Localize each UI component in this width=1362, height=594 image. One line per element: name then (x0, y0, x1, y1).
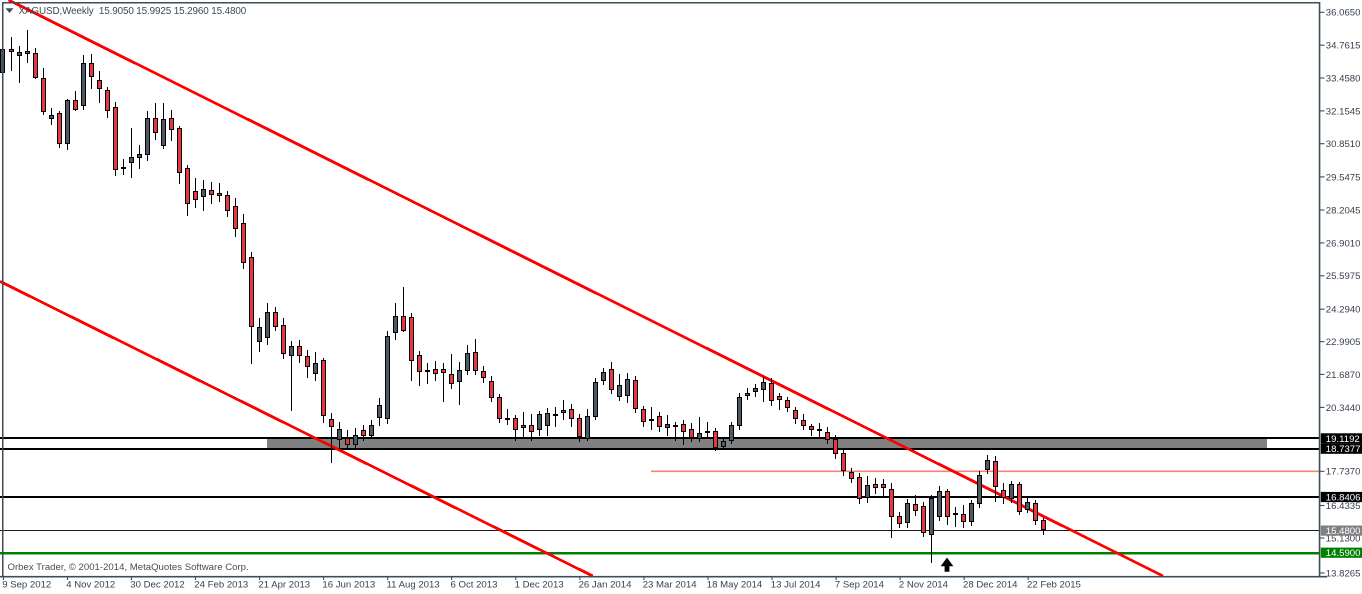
svg-text:36.0650: 36.0650 (1326, 8, 1361, 19)
svg-text:XAGUSD,Weekly 15.9050 15.9925: XAGUSD,Weekly 15.9050 15.9925 15.2960 15… (19, 6, 247, 17)
svg-text:6 Oct 2013: 6 Oct 2013 (451, 580, 498, 591)
svg-text:19.1192: 19.1192 (1326, 434, 1360, 445)
svg-text:22 Feb 2015: 22 Feb 2015 (1027, 580, 1081, 591)
svg-text:4 Nov 2012: 4 Nov 2012 (66, 580, 115, 591)
svg-text:15.4800: 15.4800 (1326, 526, 1361, 537)
svg-text:30.8510: 30.8510 (1326, 139, 1361, 150)
svg-text:26.9010: 26.9010 (1326, 238, 1361, 249)
svg-text:18.7377: 18.7377 (1326, 444, 1361, 455)
svg-text:24 Feb 2013: 24 Feb 2013 (194, 580, 248, 591)
svg-text:21.6870: 21.6870 (1326, 370, 1361, 381)
svg-text:23 Mar 2014: 23 Mar 2014 (643, 580, 698, 591)
svg-text:28 Dec 2014: 28 Dec 2014 (963, 580, 1018, 591)
svg-text:17.7370: 17.7370 (1326, 467, 1361, 478)
svg-text:34.7615: 34.7615 (1326, 41, 1361, 52)
svg-text:16 Jun 2013: 16 Jun 2013 (322, 580, 375, 591)
svg-text:1 Dec 2013: 1 Dec 2013 (515, 580, 564, 591)
svg-text:25.5975: 25.5975 (1326, 271, 1361, 282)
svg-text:24.2940: 24.2940 (1326, 305, 1361, 316)
svg-text:Orbex Trader, © 2001-2014, Met: Orbex Trader, © 2001-2014, MetaQuotes So… (8, 562, 249, 573)
svg-text:14.5900: 14.5900 (1326, 548, 1361, 559)
svg-text:16.8406: 16.8406 (1326, 492, 1361, 503)
svg-text:2 Nov 2014: 2 Nov 2014 (899, 580, 949, 591)
svg-text:11 Aug 2013: 11 Aug 2013 (387, 580, 440, 591)
svg-text:13.8265: 13.8265 (1326, 568, 1361, 579)
svg-text:30 Dec 2012: 30 Dec 2012 (130, 580, 184, 591)
svg-text:7 Sep 2014: 7 Sep 2014 (835, 580, 885, 591)
svg-text:21 Apr 2013: 21 Apr 2013 (258, 580, 310, 591)
svg-text:22.9905: 22.9905 (1326, 337, 1361, 348)
svg-text:26 Jan 2014: 26 Jan 2014 (579, 580, 632, 591)
svg-text:16.4335: 16.4335 (1326, 501, 1361, 512)
svg-text:9 Sep 2012: 9 Sep 2012 (2, 580, 51, 591)
svg-text:32.1545: 32.1545 (1326, 106, 1361, 117)
svg-text:33.4580: 33.4580 (1326, 73, 1361, 84)
svg-text:28.2045: 28.2045 (1326, 205, 1361, 216)
svg-text:29.5475: 29.5475 (1326, 172, 1361, 183)
svg-text:13 Jul 2014: 13 Jul 2014 (771, 580, 821, 591)
svg-text:18 May 2014: 18 May 2014 (707, 580, 763, 591)
svg-text:15.1300: 15.1300 (1326, 533, 1361, 544)
svg-text:20.3440: 20.3440 (1326, 403, 1361, 414)
